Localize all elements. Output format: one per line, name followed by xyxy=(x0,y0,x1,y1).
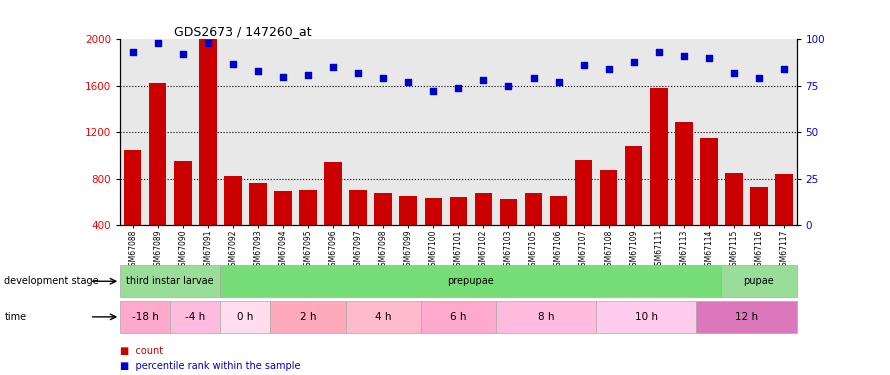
Bar xyxy=(224,176,242,272)
Point xyxy=(577,62,591,68)
Bar xyxy=(575,160,593,272)
Text: third instar larvae: third instar larvae xyxy=(126,276,214,286)
Point xyxy=(376,75,391,81)
Bar xyxy=(474,192,492,272)
Bar xyxy=(221,265,722,297)
Point xyxy=(602,66,616,72)
Text: GDS2673 / 147260_at: GDS2673 / 147260_at xyxy=(174,25,312,38)
Text: 10 h: 10 h xyxy=(635,312,658,322)
Text: 2 h: 2 h xyxy=(300,312,316,322)
Text: ■  count: ■ count xyxy=(120,346,163,356)
Point xyxy=(201,40,215,46)
Bar xyxy=(596,301,696,333)
Point xyxy=(501,83,515,89)
Bar xyxy=(324,162,342,272)
Text: time: time xyxy=(4,312,27,322)
Bar xyxy=(725,173,742,272)
Bar xyxy=(625,146,643,272)
Point xyxy=(526,75,540,81)
Point xyxy=(627,58,641,64)
Bar xyxy=(421,301,496,333)
Point xyxy=(676,53,691,59)
Bar xyxy=(149,84,166,272)
Bar xyxy=(199,39,216,272)
Bar xyxy=(496,301,596,333)
Bar xyxy=(700,138,717,272)
Bar xyxy=(550,196,567,272)
Text: ■  percentile rank within the sample: ■ percentile rank within the sample xyxy=(120,361,301,371)
Point xyxy=(150,40,165,46)
Point xyxy=(552,79,566,85)
Bar xyxy=(449,197,467,272)
Bar xyxy=(750,187,768,272)
Text: 4 h: 4 h xyxy=(375,312,392,322)
Text: 6 h: 6 h xyxy=(450,312,466,322)
Bar xyxy=(170,301,221,333)
Bar xyxy=(400,196,417,272)
Bar xyxy=(221,301,271,333)
Point xyxy=(301,72,315,78)
Bar xyxy=(350,190,367,272)
Bar xyxy=(675,122,692,272)
Point xyxy=(351,70,365,76)
Point xyxy=(426,88,441,94)
Point xyxy=(476,77,490,83)
Bar xyxy=(696,301,797,333)
Text: development stage: development stage xyxy=(4,276,99,286)
Point xyxy=(777,66,791,72)
Bar xyxy=(345,301,421,333)
Text: pupae: pupae xyxy=(744,276,774,286)
Bar xyxy=(375,192,392,272)
Point xyxy=(701,55,716,61)
Bar xyxy=(499,200,517,272)
Bar xyxy=(600,171,618,272)
Point xyxy=(175,51,190,57)
Text: prepupae: prepupae xyxy=(448,276,494,286)
Text: -4 h: -4 h xyxy=(185,312,206,322)
Point xyxy=(251,68,265,74)
Text: 12 h: 12 h xyxy=(735,312,758,322)
Bar xyxy=(722,265,797,297)
Point xyxy=(727,70,741,76)
Point xyxy=(401,79,416,85)
Bar xyxy=(299,190,317,272)
Bar xyxy=(120,301,170,333)
Bar xyxy=(425,198,442,272)
Point xyxy=(226,60,240,66)
Text: 0 h: 0 h xyxy=(238,312,254,322)
Bar xyxy=(124,150,142,272)
Text: 8 h: 8 h xyxy=(538,312,554,322)
Text: -18 h: -18 h xyxy=(132,312,158,322)
Bar xyxy=(775,174,793,272)
Point xyxy=(752,75,766,81)
Bar xyxy=(174,161,191,272)
Bar xyxy=(271,301,345,333)
Point xyxy=(651,50,666,55)
Bar xyxy=(525,192,542,272)
Point xyxy=(451,85,465,91)
Point xyxy=(326,64,340,70)
Bar xyxy=(120,265,221,297)
Bar xyxy=(274,191,292,272)
Bar xyxy=(249,183,267,272)
Point xyxy=(276,74,290,80)
Bar xyxy=(650,88,668,272)
Point xyxy=(125,50,140,55)
